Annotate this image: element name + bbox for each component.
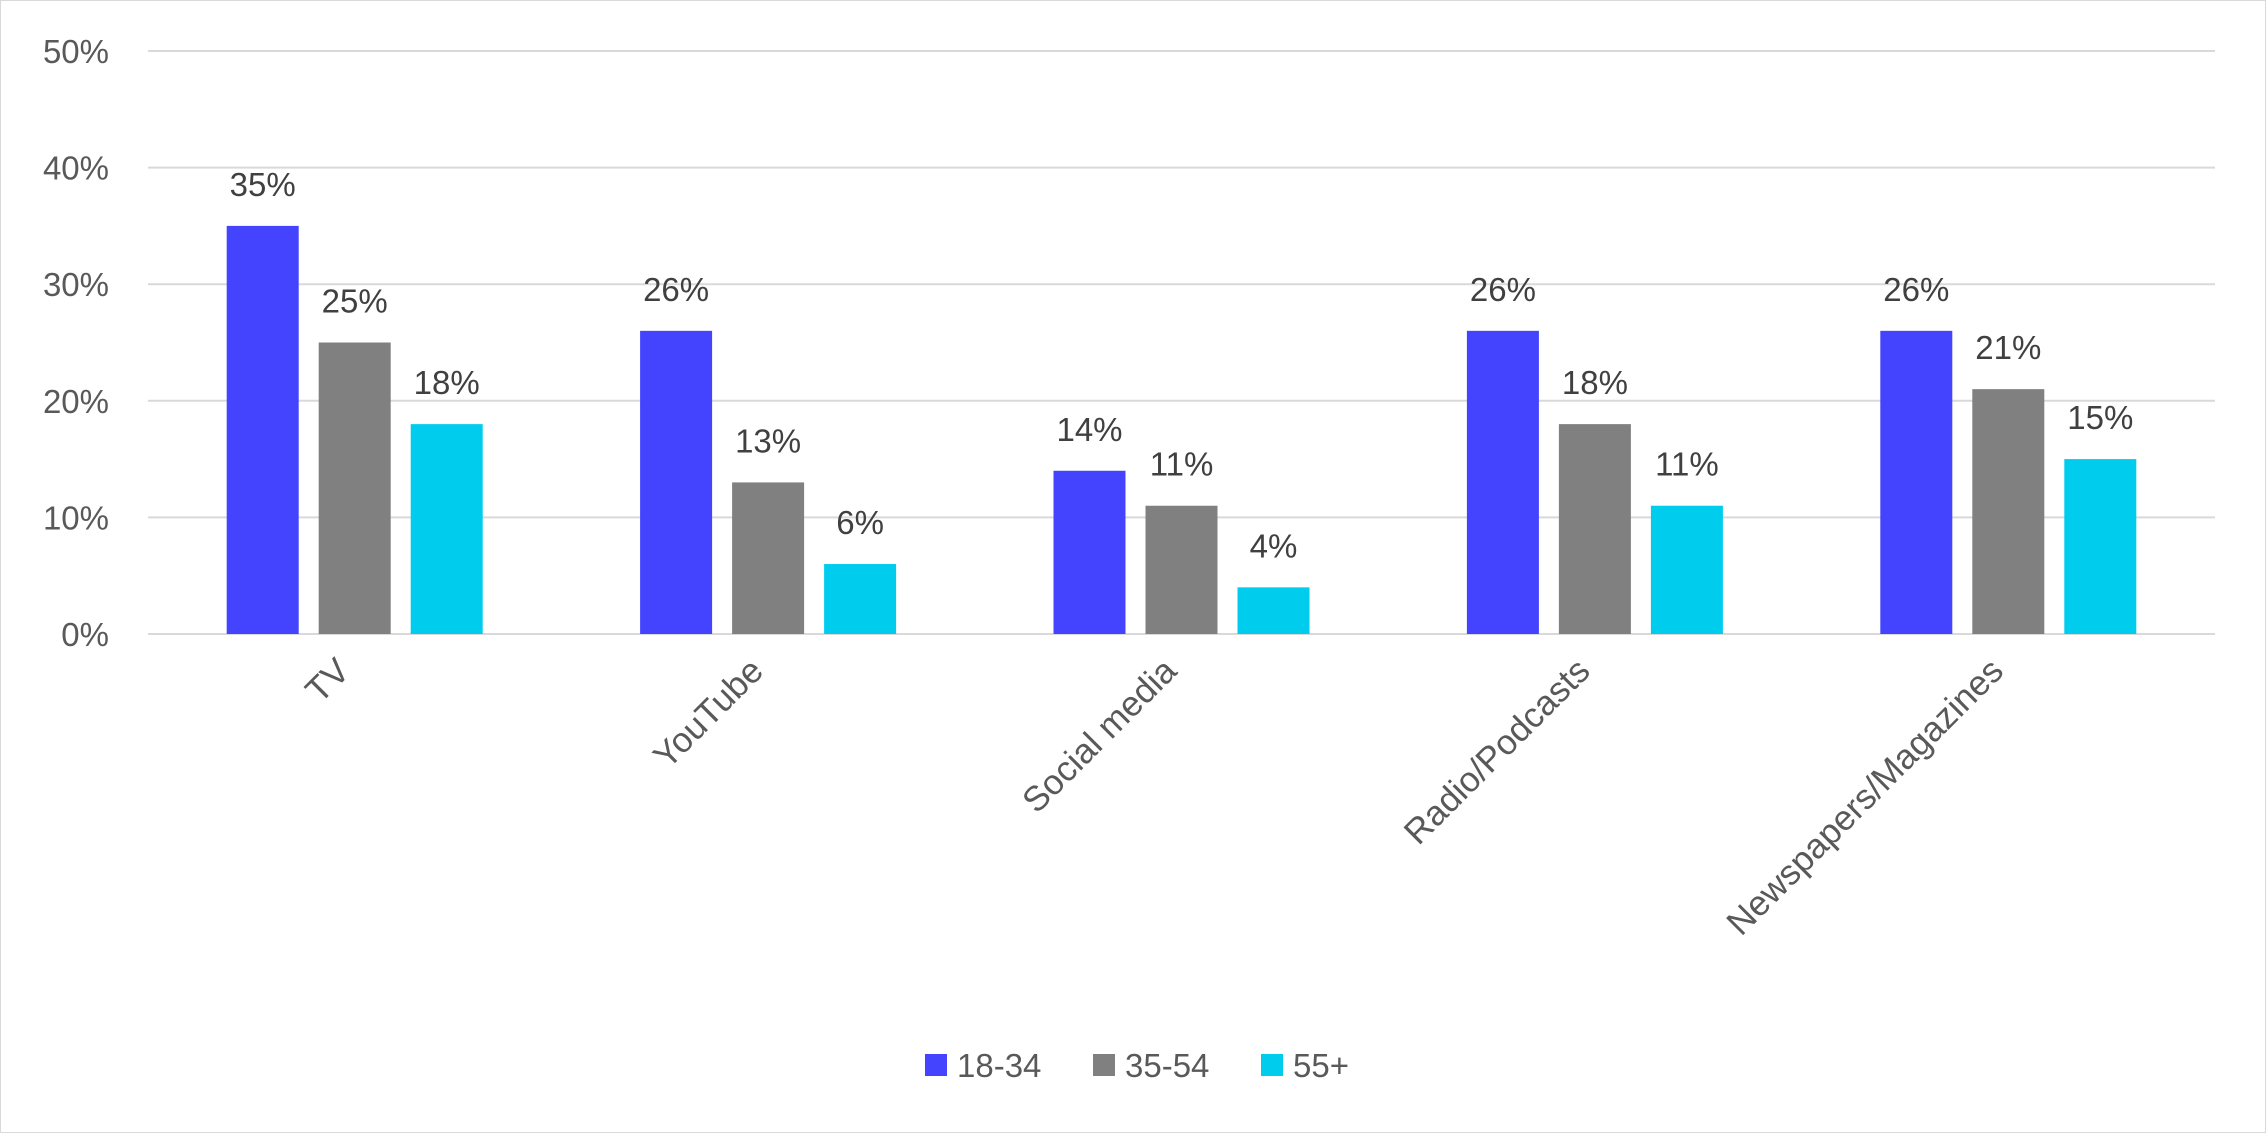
category-label-0: TV [298, 651, 358, 711]
category-label-1: YouTube [646, 651, 771, 776]
bar-35-54-Radio/Podcasts [1558, 424, 1631, 634]
bar-18-34-Radio/Podcasts [1466, 330, 1539, 634]
bar-18-34-Newspapers/Magazines [1880, 330, 1953, 634]
bar-55+-Newspapers/Magazines [2064, 459, 2137, 634]
data-label-35-54-Social media: 11% [1150, 446, 1214, 483]
data-label-35-54-Radio/Podcasts: 18% [1562, 364, 1628, 401]
bar-35-54-Social media [1145, 505, 1218, 634]
legend-label-55+: 55+ [1293, 1047, 1349, 1084]
gridlines [148, 50, 2215, 635]
bar-55+-Radio/Podcasts [1650, 505, 1723, 634]
data-label-18-34-Social media: 14% [1056, 411, 1122, 448]
y-tick-label-30: 30% [43, 266, 109, 303]
y-tick-label-0: 0% [61, 616, 109, 653]
y-tick-label-50: 50% [43, 33, 109, 70]
legend-label-18-34: 18-34 [957, 1047, 1041, 1084]
bar-35-54-Newspapers/Magazines [1972, 389, 2045, 634]
data-label-55+-Social media: 4% [1250, 527, 1298, 564]
data-label-35-54-YouTube: 13% [735, 422, 801, 459]
bars [226, 225, 2137, 634]
bar-55+-TV [410, 424, 483, 634]
y-tick-label-40: 40% [43, 150, 109, 187]
category-label-2: Social media [1015, 651, 1185, 821]
data-labels: 35% 25% 18% 26% 13% 6% 14% 11% 4% 26% 18% 11% 26% 21%… [230, 166, 2134, 564]
data-label-55+-Newspapers/Magazines: 15% [2067, 399, 2133, 436]
bar-55+-Social media [1237, 587, 1310, 634]
data-label-35-54-Newspapers/Magazines: 21% [1975, 329, 2041, 366]
bar-18-34-YouTube [640, 330, 713, 634]
bar-35-54-TV [318, 342, 391, 634]
data-label-18-34-Newspapers/Magazines: 26% [1883, 271, 1949, 308]
data-label-55+-TV: 18% [414, 364, 480, 401]
legend-swatch-18-34 [925, 1054, 947, 1076]
data-label-18-34-TV: 35% [230, 166, 296, 203]
bar-18-34-TV [226, 225, 299, 634]
y-tick-label-20: 20% [43, 383, 109, 420]
data-label-55+-YouTube: 6% [836, 504, 884, 541]
category-labels: TV YouTube Social media Radio/Podcasts Newsp… [298, 651, 2011, 943]
legend: 18-34 35-54 55+ [925, 1047, 1349, 1084]
legend-swatch-55+ [1261, 1054, 1283, 1076]
bar-18-34-Social media [1053, 470, 1126, 634]
data-label-55+-Radio/Podcasts: 11% [1655, 446, 1719, 483]
bar-55+-YouTube [824, 564, 897, 634]
category-label-3: Radio/Podcasts [1397, 651, 1598, 852]
bar-35-54-YouTube [732, 482, 805, 634]
data-label-18-34-YouTube: 26% [643, 271, 709, 308]
y-axis-tick-labels: 0% 10% 20% 30% 40% 50% [43, 33, 109, 653]
data-label-35-54-TV: 25% [322, 283, 388, 320]
category-label-4: Newspapers/Magazines [1719, 651, 2011, 943]
data-label-18-34-Radio/Podcasts: 26% [1470, 271, 1536, 308]
y-tick-label-10: 10% [43, 499, 109, 536]
legend-swatch-35-54 [1093, 1054, 1115, 1076]
legend-label-35-54: 35-54 [1125, 1047, 1209, 1084]
